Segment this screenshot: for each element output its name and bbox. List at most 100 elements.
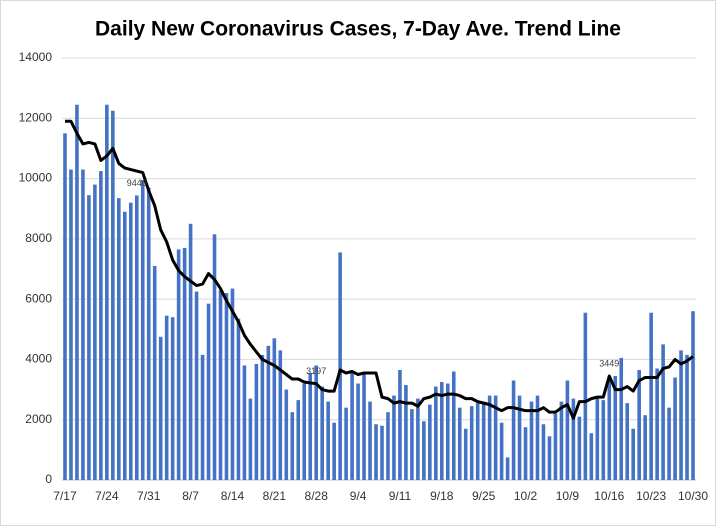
bar xyxy=(230,288,235,480)
bar xyxy=(374,424,378,480)
x-tick-label: 10/30 xyxy=(678,489,708,503)
bar xyxy=(475,403,480,480)
bar xyxy=(266,345,271,480)
bar xyxy=(212,234,217,480)
bar xyxy=(589,433,594,480)
bar xyxy=(451,371,456,480)
bar xyxy=(87,195,91,480)
bar xyxy=(457,407,462,480)
x-tick-label: 9/4 xyxy=(350,489,367,503)
bar xyxy=(505,457,510,480)
bar xyxy=(224,293,229,480)
bar xyxy=(613,376,618,480)
bar xyxy=(272,338,277,480)
bar xyxy=(242,365,247,480)
bar xyxy=(236,318,241,480)
bar xyxy=(278,350,283,480)
bar xyxy=(356,383,360,480)
bar xyxy=(128,202,133,480)
bar xyxy=(463,428,468,480)
bar xyxy=(290,412,295,480)
x-tick-label: 9/18 xyxy=(430,489,454,503)
y-tick-label: 4000 xyxy=(25,352,52,366)
y-tick-label: 6000 xyxy=(25,291,52,305)
bar xyxy=(398,369,402,480)
bar xyxy=(619,357,624,480)
x-tick-label: 10/9 xyxy=(556,489,580,503)
bar xyxy=(410,409,414,480)
bar xyxy=(487,395,492,480)
bar xyxy=(296,400,301,480)
data-label: 3197 xyxy=(306,366,326,376)
x-tick-label: 8/7 xyxy=(182,489,199,503)
bar xyxy=(577,416,582,480)
bar xyxy=(583,312,588,480)
bar xyxy=(440,382,444,480)
bar xyxy=(164,315,169,480)
bar xyxy=(111,110,115,480)
bar xyxy=(661,344,665,480)
bar xyxy=(685,354,689,480)
x-tick-label: 7/17 xyxy=(53,489,77,503)
bar xyxy=(428,404,432,480)
bar xyxy=(416,398,420,480)
trend-line xyxy=(64,119,694,420)
bar xyxy=(158,336,163,480)
bar xyxy=(218,290,223,480)
bar xyxy=(649,312,653,480)
bar xyxy=(559,401,564,480)
bar xyxy=(326,401,330,480)
bar xyxy=(667,407,671,480)
bar xyxy=(517,395,522,480)
bar xyxy=(140,180,145,481)
bar xyxy=(123,211,127,480)
bar xyxy=(541,424,546,480)
bar xyxy=(404,385,408,480)
y-tick-label: 14000 xyxy=(19,50,53,64)
bar xyxy=(493,395,498,480)
bar xyxy=(308,372,313,480)
bar xyxy=(320,386,324,480)
bar xyxy=(607,379,612,480)
bar xyxy=(571,398,576,480)
x-tick-label: 9/25 xyxy=(472,489,496,503)
x-tick-label: 10/16 xyxy=(594,489,624,503)
bar xyxy=(182,247,187,480)
bar xyxy=(553,413,558,480)
bar xyxy=(117,198,121,480)
bar xyxy=(392,395,396,480)
data-label: 3449 xyxy=(599,358,619,368)
bar xyxy=(69,169,73,480)
bar xyxy=(499,422,504,480)
bar xyxy=(350,372,354,480)
bar xyxy=(81,169,85,480)
bar xyxy=(170,317,175,480)
bar xyxy=(601,400,606,480)
bar xyxy=(547,436,552,480)
bar xyxy=(314,365,318,480)
bar xyxy=(625,403,630,480)
bar xyxy=(655,368,659,480)
bar xyxy=(284,389,289,480)
bar xyxy=(93,184,97,480)
x-tick-label: 10/23 xyxy=(636,489,666,503)
x-tick-label: 8/21 xyxy=(263,489,287,503)
bar xyxy=(434,386,438,480)
bar xyxy=(152,265,157,480)
bar xyxy=(631,428,635,480)
y-tick-label: 0 xyxy=(45,472,52,486)
x-tick-label: 7/24 xyxy=(95,489,119,503)
bar xyxy=(200,354,205,480)
bar xyxy=(248,398,253,480)
bar xyxy=(643,415,647,480)
y-tick-label: 2000 xyxy=(25,412,52,426)
bar xyxy=(63,133,67,480)
bar xyxy=(332,422,336,480)
bar xyxy=(481,401,486,480)
y-tick-label: 12000 xyxy=(19,110,53,124)
y-tick-label: 10000 xyxy=(19,171,53,185)
bar xyxy=(206,303,211,480)
bar xyxy=(679,350,683,480)
